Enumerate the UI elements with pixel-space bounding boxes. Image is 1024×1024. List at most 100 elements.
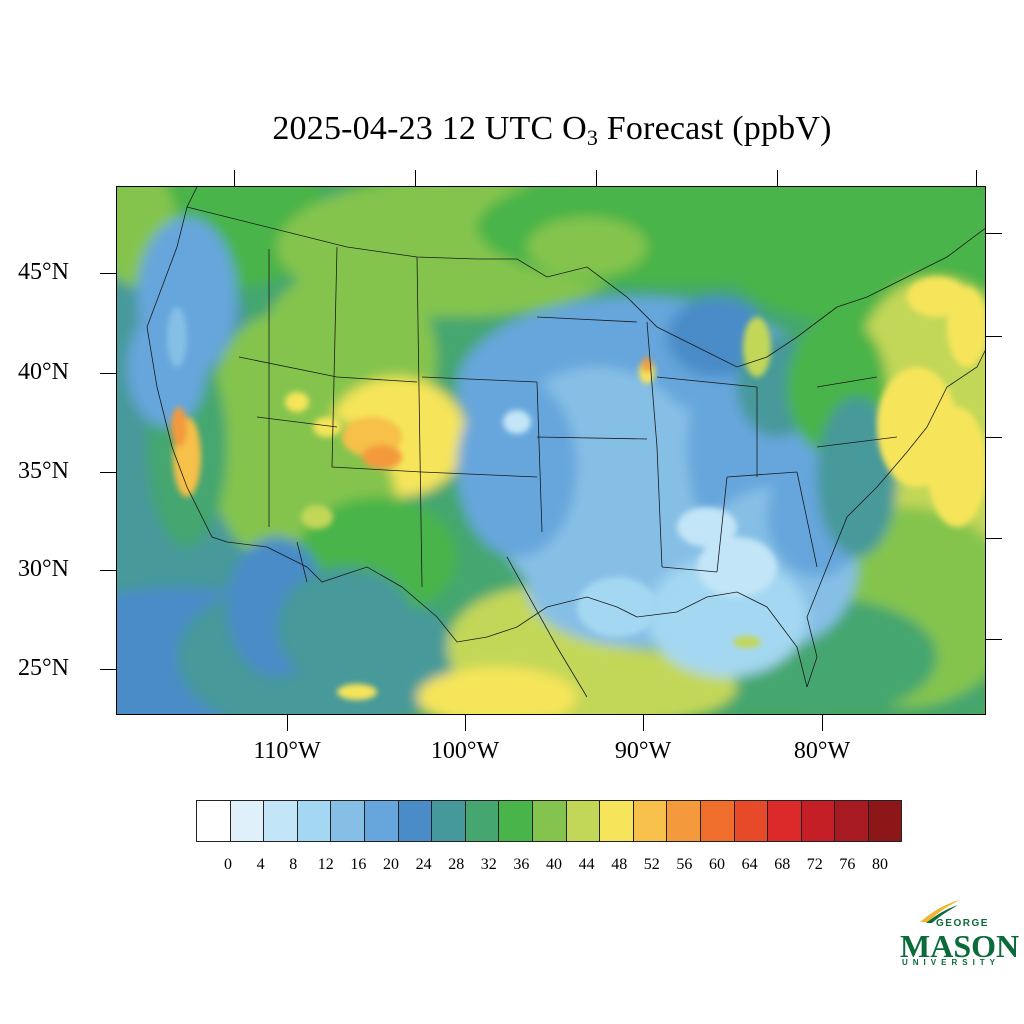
ozone-field	[117, 187, 985, 714]
right-tick	[986, 639, 1002, 640]
boundary-line	[226, 541, 808, 688]
colorbar-swatch	[867, 800, 903, 842]
ozone-hotspot	[285, 392, 309, 412]
ozone-region	[277, 567, 417, 687]
top-tick	[596, 170, 597, 186]
colorbar-swatch	[431, 800, 466, 842]
gmu-logo-university: UNIVERSITY	[902, 958, 1001, 967]
boundary-line	[186, 206, 985, 368]
ozone-region	[667, 297, 767, 377]
colorbar-swatch	[666, 800, 701, 842]
ozone-hotspot	[503, 410, 531, 434]
colorbar-tick-label: 76	[839, 856, 856, 873]
ozone-hotspot	[313, 417, 341, 437]
colorbar-tick-label: 60	[709, 856, 725, 873]
boundary-line	[146, 187, 198, 328]
top-tick	[415, 170, 416, 186]
lat-label: 25°N	[18, 655, 69, 681]
boundary-line	[816, 436, 898, 448]
colorbar-swatch	[599, 800, 634, 842]
colorbar-swatch	[834, 800, 869, 842]
boundary-line	[536, 316, 638, 323]
colorbar-swatch	[767, 800, 802, 842]
ozone-hotspot	[642, 357, 652, 373]
colorbar-tick-label: 36	[513, 856, 530, 873]
ozone-map	[116, 186, 986, 715]
colorbar-tick-label: 24	[415, 856, 432, 873]
ozone-hotspot	[171, 407, 187, 447]
ozone-hotspot	[733, 636, 761, 648]
colorbar-tick-label: 72	[806, 856, 823, 873]
ozone-region	[527, 217, 647, 277]
right-tick	[986, 233, 1002, 234]
colorbar-swatch	[464, 800, 500, 842]
colorbar-tick-label: 8	[289, 856, 298, 873]
colorbar-tick-label: 52	[643, 856, 660, 873]
lon-label: 100°W	[430, 738, 500, 764]
ozone-region	[647, 557, 807, 677]
boundary-line	[646, 321, 658, 448]
colorbar-swatch	[800, 800, 836, 842]
colorbar-tick-label: 20	[383, 856, 399, 873]
colorbar-swatch	[733, 800, 769, 842]
ozone-region	[207, 317, 327, 557]
boundary-line	[816, 376, 878, 388]
colorbar-tick-label: 4	[256, 856, 265, 873]
boundary-line	[256, 416, 338, 428]
boundary-line	[716, 476, 728, 573]
colorbar-swatch	[363, 800, 399, 842]
bottom-tick	[822, 715, 823, 731]
colorbar-swatch	[196, 800, 231, 842]
ozone-region	[127, 307, 207, 427]
boundary-line	[536, 381, 543, 533]
ozone-hotspot	[301, 505, 333, 529]
colorbar	[196, 800, 903, 842]
lon-label: 110°W	[253, 738, 321, 764]
colorbar-swatch	[531, 800, 567, 842]
ozone-hotspot	[947, 287, 985, 367]
gmu-logo-swoosh-icon	[920, 900, 960, 923]
boundary-line	[331, 246, 423, 473]
ozone-region	[817, 397, 897, 557]
colorbar-tick-label: 44	[578, 856, 595, 873]
colorbar-tick-label: 80	[872, 856, 888, 873]
colorbar-tick-label: 64	[741, 856, 758, 873]
left-tick	[100, 669, 116, 670]
left-tick	[100, 273, 116, 274]
colorbar-tick-label: 56	[676, 856, 693, 873]
boundary-line	[796, 471, 818, 568]
colorbar-swatch	[498, 800, 533, 842]
left-tick	[100, 373, 116, 374]
boundary-line	[656, 446, 663, 568]
top-tick	[234, 170, 235, 186]
gmu-logo-mason: MASON	[900, 928, 1020, 964]
right-tick	[986, 538, 1002, 539]
lat-label: 30°N	[18, 556, 69, 582]
top-tick	[777, 170, 778, 186]
colorbar-tick-label: 28	[448, 856, 465, 873]
ozone-hotspot	[362, 445, 402, 469]
ozone-hotspot	[743, 317, 771, 377]
boundary-line	[238, 356, 418, 383]
ozone-hotspot	[927, 407, 985, 527]
ozone-hotspot	[167, 307, 187, 367]
colorbar-swatch	[263, 800, 298, 842]
boundary-line	[421, 471, 538, 478]
map-title: 2025-04-23 12 UTC O3 Forecast (ppbV)	[272, 110, 832, 150]
right-tick	[986, 437, 1002, 438]
colorbar-swatch	[699, 800, 735, 842]
left-tick	[100, 570, 116, 571]
boundary-line	[661, 566, 718, 573]
bottom-tick	[465, 715, 466, 731]
top-tick	[976, 170, 977, 186]
colorbar-tick-label: 0	[224, 856, 232, 873]
colorbar-tick-label: 48	[611, 856, 628, 873]
right-tick	[986, 336, 1002, 337]
lon-label: 80°W	[793, 738, 851, 764]
boundary-line	[656, 376, 758, 388]
colorbar-tick-label: 32	[480, 856, 497, 873]
bottom-tick	[643, 715, 644, 731]
colorbar-tick-label: 40	[546, 856, 562, 873]
ozone-hotspot	[697, 537, 777, 597]
colorbar-tick-label: 12	[317, 856, 334, 873]
